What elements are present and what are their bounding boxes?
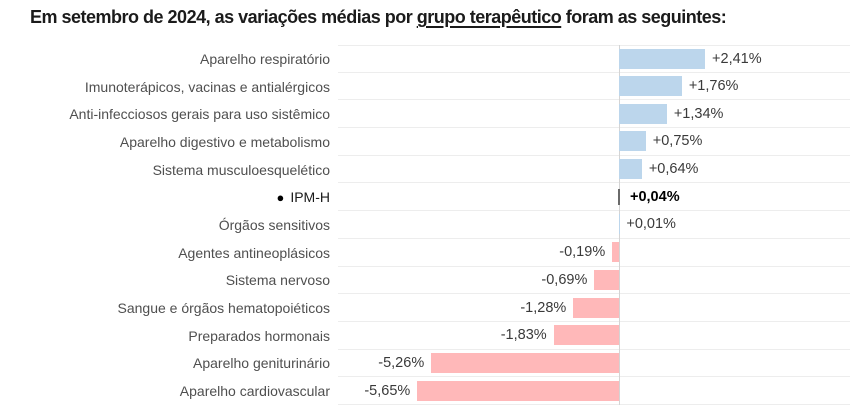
row-label: Sistema musculoesquelético — [152, 161, 330, 178]
value-label: -5,26% — [378, 354, 425, 371]
row-label-cell: Aparelho cardiovascular — [0, 377, 330, 405]
value-label: +0,64% — [648, 161, 699, 178]
row-label-cell: Aparelho geniturinário — [0, 350, 330, 378]
row-label: Imunoterápicos, vacinas e antialérgicos — [84, 78, 330, 95]
row-chart-cell: -0,69% — [338, 267, 850, 295]
value-label: -0,19% — [559, 244, 606, 261]
chart-title: Em setembro de 2024, as variações médias… — [30, 7, 727, 28]
value-label: +1,76% — [688, 78, 739, 95]
row-label: Agentes antineoplásicos — [178, 244, 330, 261]
row-chart-cell: -1,83% — [338, 322, 850, 350]
row-label: Aparelho geniturinário — [193, 355, 330, 372]
bar-row: Órgãos sensitivos +0,01% — [0, 211, 850, 239]
bar-row: Aparelho geniturinário -5,26% — [0, 350, 850, 378]
row-label: Sangue e órgãos hematopoiéticos — [117, 300, 330, 317]
row-label-cell: Anti-infecciosos gerais para uso sistêmi… — [0, 100, 330, 128]
row-label-cell: Preparados hormonais — [0, 322, 330, 350]
row-label: IPM-H — [290, 189, 330, 206]
value-label: +0,04% — [630, 188, 680, 205]
bar-negative — [594, 269, 619, 290]
row-label-cell: Imunoterápicos, vacinas e antialérgicos — [0, 73, 330, 101]
row-label-cell: Agentes antineoplásicos — [0, 239, 330, 267]
row-chart-cell: -5,65% — [338, 377, 850, 405]
row-label-cell: Sistema nervoso — [0, 267, 330, 295]
row-label: Aparelho cardiovascular — [179, 383, 330, 400]
bar-positive — [619, 131, 646, 152]
row-chart-cell: +0,04% — [338, 183, 850, 212]
bar-row: Aparelho respiratório +2,41% — [0, 45, 850, 73]
bar-row: Sangue e órgãos hematopoiéticos -1,28% — [0, 294, 850, 322]
bar-row: Aparelho digestivo e metabolismo +0,75% — [0, 128, 850, 156]
row-label: Aparelho respiratório — [200, 50, 330, 67]
value-label: +1,34% — [673, 105, 724, 122]
bar-row: Imunoterápicos, vacinas e antialérgicos +… — [0, 73, 850, 101]
row-chart-cell: +1,34% — [338, 100, 850, 129]
row-chart-cell: +0,01% — [338, 211, 850, 239]
row-label: Aparelho digestivo e metabolismo — [119, 133, 330, 150]
row-label: Sistema nervoso — [225, 272, 330, 289]
value-label: -5,65% — [364, 382, 411, 399]
value-label: +2,41% — [712, 50, 762, 67]
value-label: +0,01% — [626, 216, 676, 233]
row-chart-cell: -5,26% — [338, 350, 850, 378]
ipm-h-axis-tick — [618, 188, 620, 205]
chart-title-underlined-term: grupo terapêutico — [416, 7, 562, 27]
bar-row: Sistema nervoso -0,69% — [0, 267, 850, 295]
bar-negative — [417, 380, 619, 401]
bar-row: ● IPM-H +0,04% — [0, 183, 850, 212]
bar-positive — [619, 48, 706, 69]
chart-title-suffix: foram as seguintes: — [561, 7, 727, 27]
value-label: -1,83% — [500, 327, 547, 344]
row-chart-cell: +2,41% — [338, 45, 850, 73]
bar-positive — [619, 159, 642, 180]
row-chart-cell: +0,75% — [338, 128, 850, 156]
value-label: +0,75% — [652, 133, 703, 150]
ipm-h-marker-dot: ● — [276, 189, 285, 205]
row-label-cell: Órgãos sensitivos — [0, 211, 330, 239]
row-label-cell: Aparelho digestivo e metabolismo — [0, 128, 330, 156]
bar-positive — [619, 76, 682, 97]
row-label: Órgãos sensitivos — [218, 216, 330, 233]
row-label-cell: Sangue e órgãos hematopoiéticos — [0, 294, 330, 322]
row-label: Anti-infecciosos gerais para uso sistêmi… — [69, 106, 330, 123]
bar-negative — [431, 352, 619, 373]
bar-row: Preparados hormonais -1,83% — [0, 322, 850, 350]
row-label-cell: ● IPM-H — [0, 183, 330, 211]
bar-row: Agentes antineoplásicos -0,19% — [0, 239, 850, 267]
bar-negative — [612, 242, 619, 263]
bar-row: Aparelho cardiovascular -5,65% — [0, 377, 850, 405]
row-chart-cell: -1,28% — [338, 294, 850, 322]
zero-axis-line — [619, 45, 620, 405]
row-chart-cell: -0,19% — [338, 239, 850, 267]
value-label: -0,69% — [541, 271, 588, 288]
row-chart-cell: +1,76% — [338, 73, 850, 101]
row-label-cell: Aparelho respiratório — [0, 45, 330, 73]
bar-positive — [619, 103, 667, 124]
chart-title-prefix: Em setembro de 2024, as variações médias… — [30, 7, 417, 27]
row-chart-cell: +0,64% — [338, 156, 850, 184]
value-label: -1,28% — [520, 299, 567, 316]
chart-rows: Aparelho respiratório +2,41% Imunoterápico… — [0, 45, 850, 405]
row-label: Preparados hormonais — [188, 327, 330, 344]
bar-chart: Aparelho respiratório +2,41% Imunoterápico… — [0, 45, 850, 405]
bar-row: Anti-infecciosos gerais para uso sistêmi… — [0, 100, 850, 129]
bar-negative — [573, 297, 619, 318]
bar-negative — [553, 325, 619, 346]
bar-row: Sistema musculoesquelético +0,64% — [0, 156, 850, 184]
row-label-cell: Sistema musculoesquelético — [0, 156, 330, 184]
